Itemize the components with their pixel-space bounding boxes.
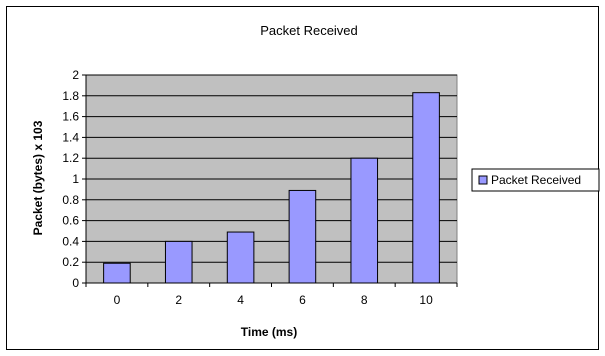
y-tick-label: 0.2 <box>62 255 79 269</box>
x-tick-label: 10 <box>419 293 433 307</box>
legend-box <box>471 168 600 192</box>
y-tick-label: 1.8 <box>62 89 79 103</box>
y-tick-label: 1.6 <box>62 110 79 124</box>
x-tick-label: 4 <box>237 293 244 307</box>
bar-8 <box>350 157 379 284</box>
legend-swatch <box>478 175 488 185</box>
y-tick-label: 2 <box>72 68 79 82</box>
y-tick-label: 1 <box>72 172 79 186</box>
x-tick-label: 8 <box>361 293 368 307</box>
axes: 0 0.2 0.4 0.6 0.8 1 1.2 1.4 1.6 1.8 2 0 2 4 6 8 10 <box>62 68 458 307</box>
y-tick-label: 0 <box>72 276 79 290</box>
y-tick-label: 0.8 <box>62 193 79 207</box>
y-axis-ticks: 0 0.2 0.4 0.6 0.8 1 1.2 1.4 1.6 1.8 2 <box>62 68 86 290</box>
y-tick-label: 0.4 <box>62 234 79 248</box>
y-axis-label: Packet (bytes) x 103 <box>31 120 45 235</box>
x-tick-label: 2 <box>175 293 182 307</box>
legend-label: Packet Received <box>491 173 581 187</box>
bar-6 <box>288 189 317 284</box>
x-tick-label: 6 <box>299 293 306 307</box>
y-tick-label: 1.4 <box>62 130 79 144</box>
chart-title: Packet Received <box>260 23 358 38</box>
x-axis-label: Time (ms) <box>241 325 297 339</box>
y-tick-label: 0.6 <box>62 214 79 228</box>
plot-area <box>85 74 458 284</box>
x-axis-ticks: 0 2 4 6 8 10 <box>85 283 458 307</box>
bar-2 <box>164 240 193 284</box>
legend: Packet Received <box>471 168 600 192</box>
bar-0 <box>103 262 131 284</box>
y-tick-label: 1.2 <box>62 151 79 165</box>
x-tick-label: 0 <box>114 293 121 307</box>
bar-10 <box>412 92 440 284</box>
gridlines <box>86 74 457 263</box>
bar-4 <box>226 231 255 284</box>
